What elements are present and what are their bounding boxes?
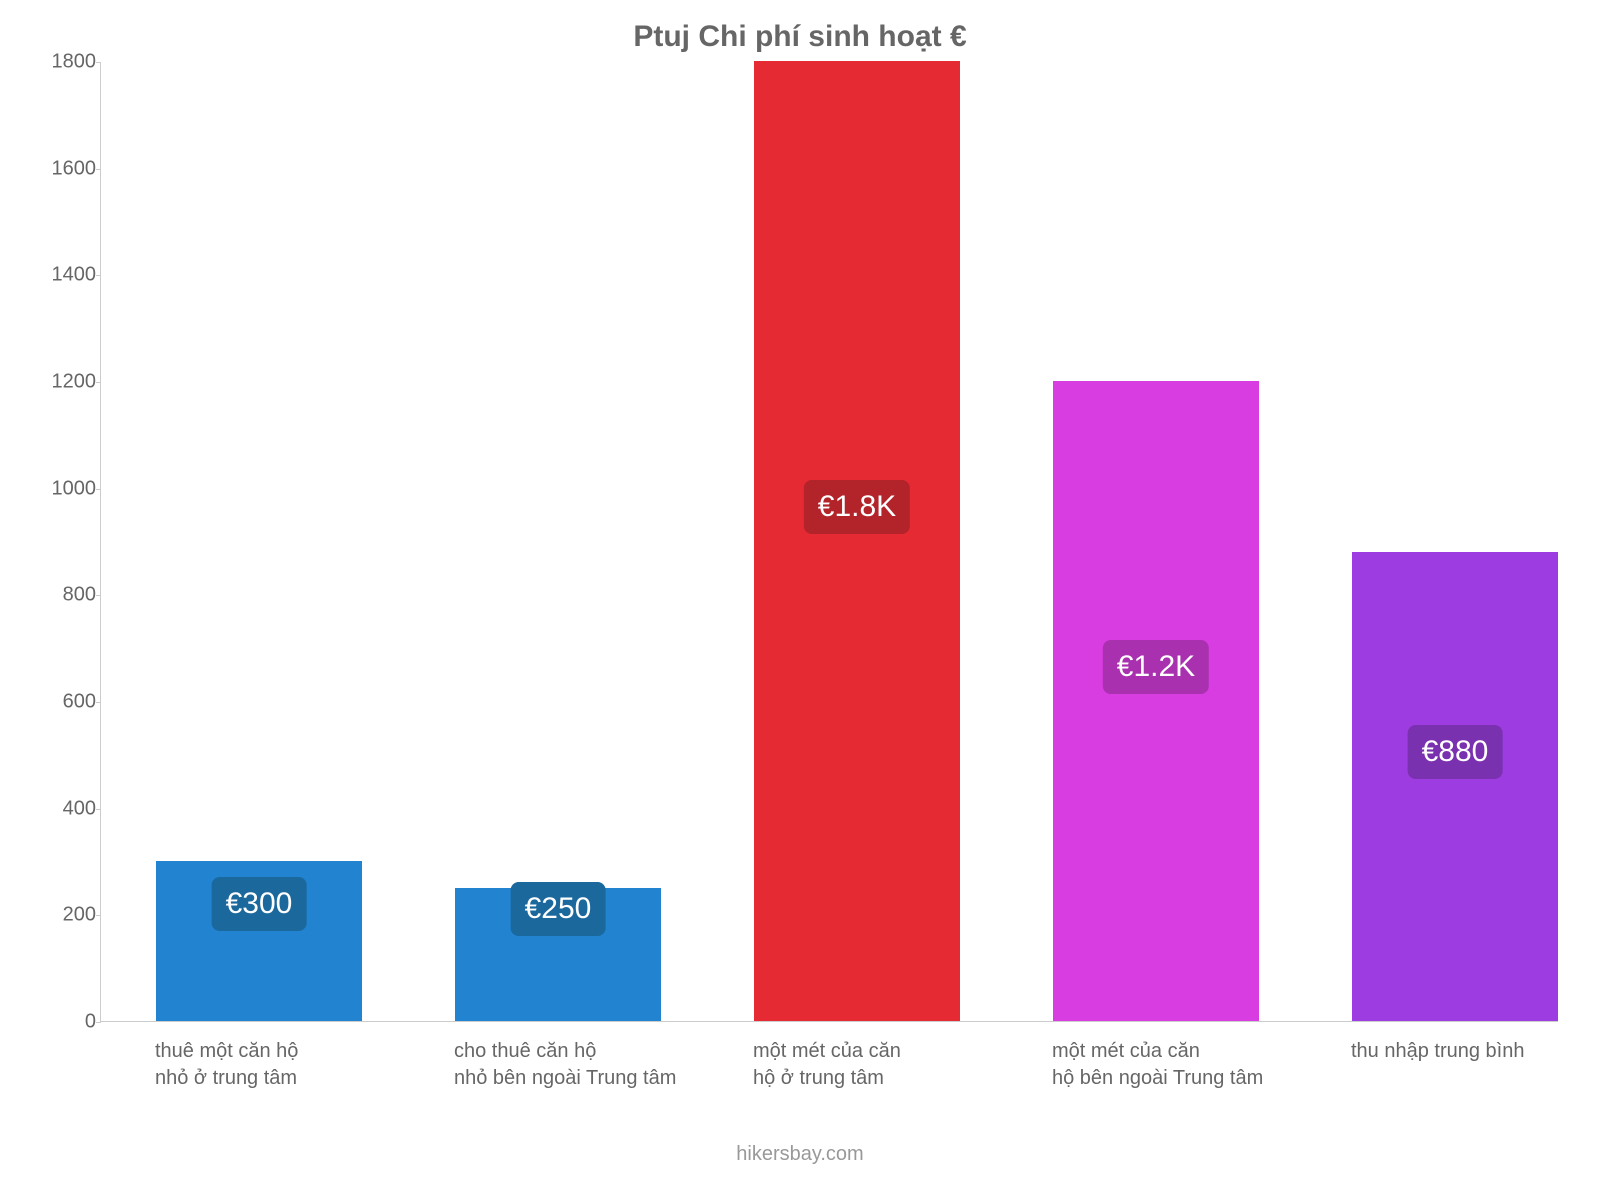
plot-area: €300 €250 €1.8K €1.2K €880 — [100, 62, 1558, 1022]
value-badge-sqm-center: €1.8K — [804, 480, 910, 534]
ytick-label: 200 — [48, 904, 96, 927]
ytick-label: 400 — [48, 797, 96, 820]
cost-of-living-chart: Ptuj Chi phí sinh hoạt € €300 €250 €1.8K €1… — [0, 0, 1600, 1200]
ytick-mark — [96, 169, 101, 170]
ytick-mark — [96, 702, 101, 703]
ytick-label: 1000 — [48, 477, 96, 500]
xlabel-sqm-outside: một mét của căn hộ bên ngoài Trung tâm — [1052, 1038, 1263, 1092]
bar-sqm-outside — [1053, 381, 1259, 1021]
ytick-mark — [96, 809, 101, 810]
ytick-label: 1200 — [48, 371, 96, 394]
ytick-mark — [96, 915, 101, 916]
xlabel-rent-small-center: thuê một căn hộ nhỏ ở trung tâm — [155, 1038, 298, 1092]
chart-title: Ptuj Chi phí sinh hoạt € — [0, 20, 1600, 54]
ytick-mark — [96, 382, 101, 383]
value-badge-sqm-outside: €1.2K — [1103, 640, 1209, 694]
bar-avg-income — [1352, 552, 1558, 1021]
ytick-mark — [96, 595, 101, 596]
ytick-label: 1400 — [48, 264, 96, 287]
value-badge-rent-small-center: €300 — [212, 877, 307, 931]
ytick-label: 1800 — [48, 51, 96, 74]
xlabel-rent-small-outside: cho thuê căn hộ nhỏ bên ngoài Trung tâm — [454, 1038, 676, 1092]
ytick-label: 0 — [48, 1011, 96, 1034]
xlabel-sqm-center: một mét của căn hộ ở trung tâm — [753, 1038, 901, 1092]
bar-sqm-center — [754, 61, 960, 1021]
value-badge-avg-income: €880 — [1408, 725, 1503, 779]
ytick-label: 600 — [48, 691, 96, 714]
xlabel-avg-income: thu nhập trung bình — [1351, 1038, 1524, 1065]
ytick-mark — [96, 275, 101, 276]
ytick-label: 800 — [48, 584, 96, 607]
value-badge-rent-small-outside: €250 — [511, 882, 606, 936]
chart-footer: hikersbay.com — [0, 1143, 1600, 1166]
ytick-label: 1600 — [48, 157, 96, 180]
ytick-mark — [96, 62, 101, 63]
ytick-mark — [96, 1022, 101, 1023]
ytick-mark — [96, 489, 101, 490]
